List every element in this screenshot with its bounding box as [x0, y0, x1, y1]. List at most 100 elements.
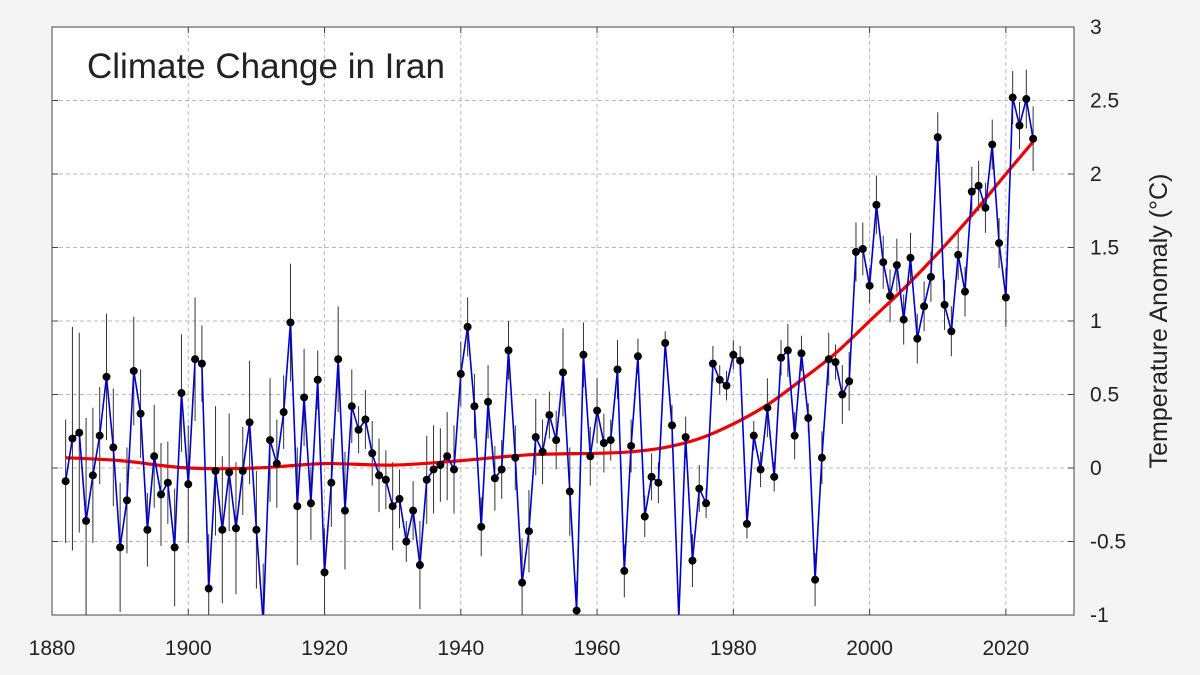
y-tick-label: 0.5	[1090, 384, 1119, 407]
data-point	[742, 519, 751, 528]
data-point	[790, 431, 799, 440]
x-tick-label: 1940	[437, 637, 484, 660]
x-tick-label: 2020	[983, 637, 1030, 660]
y-tick-label: 1	[1090, 310, 1102, 333]
data-point	[906, 253, 915, 262]
data-point	[845, 377, 854, 386]
data-point	[368, 449, 377, 458]
data-point	[463, 322, 472, 331]
data-point	[783, 346, 792, 355]
y-tick-label: 1.5	[1090, 237, 1119, 260]
data-point	[947, 327, 956, 336]
data-point	[320, 568, 329, 577]
data-point	[436, 461, 445, 470]
data-point	[504, 346, 513, 355]
data-point	[797, 349, 806, 358]
data-point	[1001, 293, 1010, 302]
data-point	[913, 334, 922, 343]
data-point	[422, 475, 431, 484]
data-point	[627, 441, 636, 450]
data-point	[88, 471, 97, 480]
data-point	[347, 402, 356, 411]
data-point	[443, 452, 452, 461]
data-point	[661, 339, 670, 348]
data-point	[763, 403, 772, 412]
data-point	[681, 433, 690, 442]
data-point	[449, 465, 458, 474]
data-point	[109, 443, 118, 452]
data-point	[272, 459, 281, 468]
data-point	[593, 406, 602, 415]
data-point	[736, 356, 745, 365]
data-point	[524, 527, 533, 536]
data-point	[817, 453, 826, 462]
data-point	[995, 239, 1004, 248]
data-point	[559, 368, 567, 377]
trend-line	[65, 140, 1035, 471]
data-point	[668, 421, 677, 430]
y-tick-label: -1	[1090, 604, 1109, 627]
data-point	[702, 499, 711, 508]
data-point	[82, 516, 91, 525]
x-tick-label: 1980	[710, 637, 757, 660]
data-point	[306, 499, 315, 508]
data-point	[490, 474, 499, 483]
data-point	[518, 578, 527, 587]
x-tick-label: 1920	[301, 637, 348, 660]
data-point	[143, 525, 152, 534]
data-point	[497, 465, 506, 474]
data-point	[620, 566, 629, 575]
data-point	[715, 375, 724, 384]
data-point	[191, 355, 200, 364]
data-point	[197, 359, 206, 368]
data-point	[599, 439, 608, 448]
data-point	[804, 414, 813, 423]
data-point	[136, 409, 145, 418]
data-point	[981, 203, 990, 212]
y-tick-label: 3	[1090, 16, 1102, 39]
data-point	[218, 525, 227, 534]
data-point	[238, 466, 247, 475]
data-point	[572, 606, 581, 615]
axis-ticks: 1880 1900 1920 1940 1960 1980 2000 2020 -1 -0.5 0 0…	[29, 16, 1127, 660]
data-point	[831, 358, 840, 367]
data-point	[879, 258, 888, 267]
data-point	[565, 487, 574, 496]
data-point	[531, 433, 540, 442]
data-points	[61, 93, 1038, 615]
data-point	[177, 389, 186, 398]
trend-series	[65, 140, 1035, 471]
data-point	[484, 397, 493, 406]
data-point	[708, 359, 717, 368]
data-point	[225, 468, 234, 477]
data-point	[361, 415, 370, 424]
data-point	[777, 353, 786, 362]
data-point	[851, 247, 860, 256]
data-point	[1029, 134, 1038, 143]
data-point	[122, 496, 131, 505]
data-point	[770, 472, 779, 481]
x-tick-label: 1900	[165, 637, 212, 660]
data-point	[865, 281, 874, 290]
data-point	[940, 300, 949, 309]
data-point	[954, 250, 963, 259]
data-point	[266, 436, 275, 445]
data-point	[245, 418, 254, 427]
data-point	[579, 350, 588, 359]
data-point	[75, 428, 84, 437]
data-point	[354, 425, 363, 434]
data-point	[1008, 93, 1017, 102]
data-point	[300, 393, 309, 402]
data-point	[415, 561, 424, 570]
data-point	[606, 436, 615, 445]
data-point	[375, 471, 384, 480]
y-tick-label: 0	[1090, 457, 1102, 480]
data-point	[933, 133, 942, 142]
data-point	[286, 318, 295, 327]
data-point	[633, 352, 642, 361]
data-point	[899, 315, 908, 324]
chart-title: Climate Change in Iran	[87, 47, 445, 86]
y-tick-label: -0.5	[1090, 531, 1126, 554]
data-point	[640, 512, 649, 521]
data-point	[811, 575, 820, 584]
